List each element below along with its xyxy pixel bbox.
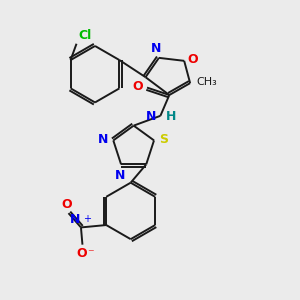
Text: +: + (83, 214, 91, 224)
Text: Cl: Cl (78, 29, 91, 42)
Text: N: N (114, 169, 125, 182)
Text: S: S (159, 133, 168, 146)
Text: N: N (70, 213, 80, 226)
Text: H: H (166, 110, 176, 123)
Text: N: N (98, 133, 108, 146)
Text: ⁻: ⁻ (87, 248, 94, 261)
Text: N: N (146, 110, 156, 123)
Text: O: O (188, 53, 198, 66)
Text: O: O (76, 247, 87, 260)
Text: CH₃: CH₃ (197, 77, 218, 87)
Text: O: O (62, 198, 72, 211)
Text: O: O (133, 80, 143, 94)
Text: N: N (152, 43, 162, 56)
